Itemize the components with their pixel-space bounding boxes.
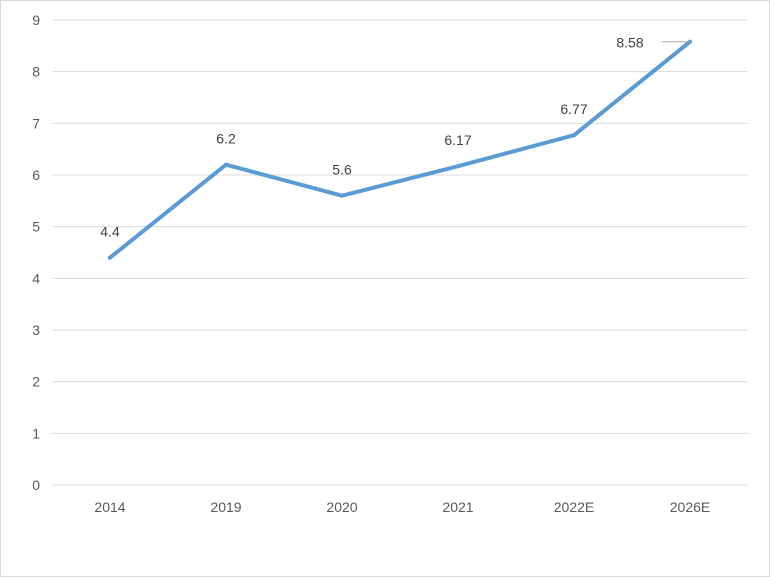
data-point [572, 133, 576, 138]
series-line-group [108, 39, 692, 260]
data-point [340, 193, 344, 198]
data-label: 8.58 [616, 35, 643, 51]
data-label: 6.17 [444, 132, 471, 148]
x-tick-label: 2026E [670, 499, 710, 515]
x-tick-label: 2019 [210, 499, 241, 515]
y-tick-label: 3 [32, 322, 40, 338]
data-point [108, 255, 112, 260]
y-tick-label: 4 [32, 270, 40, 286]
y-tick-label: 9 [32, 12, 40, 28]
y-tick-label: 5 [32, 219, 40, 235]
data-label: 4.4 [100, 224, 120, 240]
gridlines [52, 19, 748, 486]
data-labels: 4.4 6.2 5.6 6.17 6.77 8.58 [100, 35, 690, 240]
y-tick-label: 0 [32, 477, 40, 493]
x-tick-label: 2022E [554, 499, 594, 515]
x-tick-label: 2020 [326, 499, 357, 515]
x-tick-label: 2014 [94, 499, 125, 515]
y-tick-label: 6 [32, 167, 40, 183]
x-tick-label: 2021 [442, 499, 473, 515]
y-tick-label: 2 [32, 374, 40, 390]
y-tick-label: 8 [32, 64, 40, 80]
data-label: 5.6 [332, 162, 352, 178]
y-tick-label: 1 [32, 425, 40, 441]
series-line [108, 39, 692, 260]
x-tick-labels: 2014 2019 2020 2021 2022E 2026E [94, 499, 710, 515]
data-label: 6.77 [560, 101, 587, 117]
data-point [456, 164, 460, 169]
data-point [224, 162, 228, 167]
y-tick-label: 7 [32, 115, 40, 131]
y-tick-labels: 0 1 2 3 4 5 6 7 8 9 [32, 12, 40, 493]
data-label: 6.2 [216, 131, 236, 147]
